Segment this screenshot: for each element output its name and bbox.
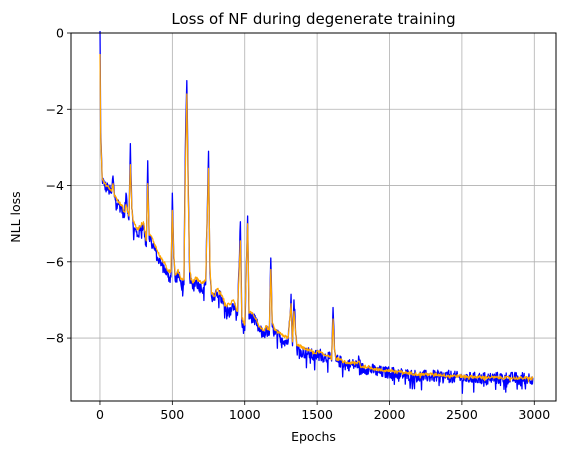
y-tick-label: −6 xyxy=(46,254,64,269)
x-ticks: 0 500 1000 1500 2000 2500 3000 xyxy=(96,401,550,422)
plot-frame xyxy=(70,32,557,402)
y-tick-label: 0 xyxy=(56,26,64,41)
series-line-smoothed xyxy=(99,53,534,383)
x-tick-label: 2500 xyxy=(446,407,478,422)
chart-title: Loss of NF during degenerate training xyxy=(171,10,455,28)
x-tick-label: 500 xyxy=(160,407,184,422)
x-tick-label: 1000 xyxy=(229,407,261,422)
x-axis-label: Epochs xyxy=(291,429,336,444)
x-tick-label: 3000 xyxy=(518,407,550,422)
series-line-raw xyxy=(99,31,534,394)
x-tick-label: 2000 xyxy=(374,407,406,422)
x-tick-label: 1500 xyxy=(301,407,333,422)
series-group xyxy=(99,31,534,394)
y-tick-label: −4 xyxy=(46,178,64,193)
y-tick-label: −2 xyxy=(46,102,64,117)
x-tick-label: 0 xyxy=(96,407,104,422)
y-ticks: 0 −2 −4 −6 −8 xyxy=(46,26,71,346)
grid xyxy=(71,32,556,401)
y-tick-label: −8 xyxy=(46,331,64,346)
y-axis-label: NLL loss xyxy=(8,191,23,242)
